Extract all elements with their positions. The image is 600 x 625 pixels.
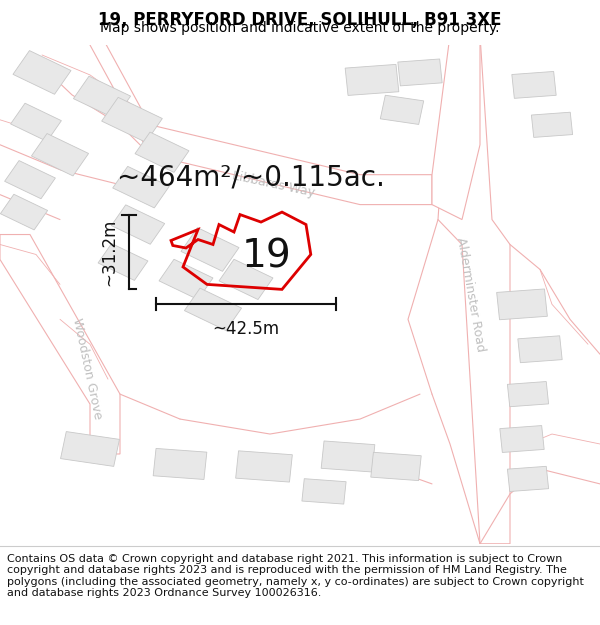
Polygon shape [380, 95, 424, 124]
Text: Libbards Way: Libbards Way [230, 169, 316, 200]
Text: ~464m²/~0.115ac.: ~464m²/~0.115ac. [117, 163, 385, 191]
Text: ~42.5m: ~42.5m [212, 320, 280, 338]
Text: Contains OS data © Crown copyright and database right 2021. This information is : Contains OS data © Crown copyright and d… [7, 554, 584, 598]
Polygon shape [153, 449, 207, 479]
Polygon shape [0, 234, 120, 454]
Polygon shape [438, 35, 510, 544]
Polygon shape [497, 289, 547, 320]
Polygon shape [13, 51, 71, 94]
Polygon shape [31, 134, 89, 176]
Polygon shape [113, 166, 169, 208]
Polygon shape [98, 244, 148, 281]
Text: Map shows position and indicative extent of the property.: Map shows position and indicative extent… [100, 21, 500, 35]
Polygon shape [518, 336, 562, 362]
Polygon shape [112, 205, 164, 244]
Polygon shape [500, 426, 544, 452]
Polygon shape [321, 441, 375, 472]
Polygon shape [11, 103, 61, 141]
Text: ~31.2m: ~31.2m [100, 218, 118, 286]
Polygon shape [159, 259, 213, 299]
Polygon shape [345, 64, 399, 96]
Polygon shape [73, 76, 131, 119]
Polygon shape [508, 381, 548, 407]
Polygon shape [184, 288, 242, 331]
Polygon shape [1, 194, 47, 230]
Polygon shape [398, 59, 442, 86]
Polygon shape [512, 71, 556, 98]
Polygon shape [236, 451, 292, 482]
Text: Woodston Grove: Woodston Grove [70, 318, 104, 421]
Polygon shape [5, 161, 55, 199]
Polygon shape [101, 98, 163, 142]
Polygon shape [219, 259, 273, 299]
Polygon shape [532, 112, 572, 138]
Text: Alderminster Road: Alderminster Road [455, 236, 487, 352]
Polygon shape [371, 452, 421, 481]
Polygon shape [135, 132, 189, 173]
Text: 19, PERRYFORD DRIVE, SOLIHULL, B91 3XE: 19, PERRYFORD DRIVE, SOLIHULL, B91 3XE [98, 11, 502, 29]
Polygon shape [181, 228, 239, 271]
Polygon shape [90, 15, 432, 204]
Text: 19: 19 [242, 238, 292, 276]
Polygon shape [61, 432, 119, 466]
Polygon shape [508, 466, 548, 491]
Polygon shape [302, 479, 346, 504]
Polygon shape [432, 35, 480, 219]
